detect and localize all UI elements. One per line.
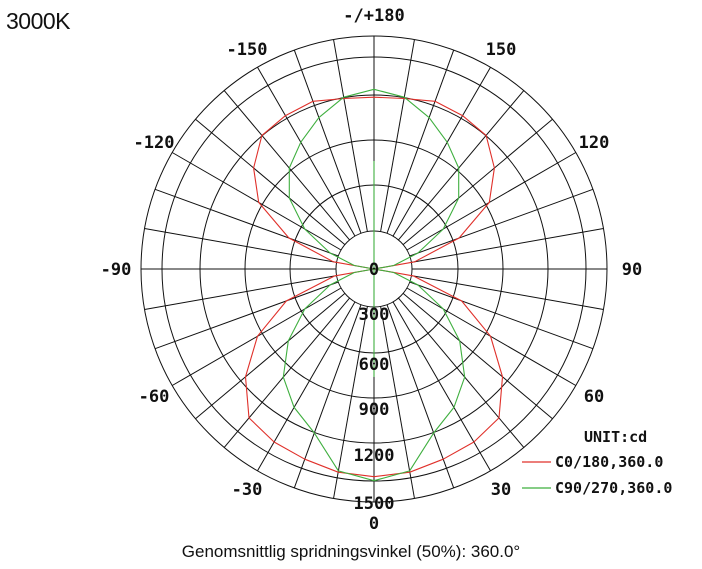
grid-spoke	[154, 188, 339, 257]
grid-spoke	[333, 306, 368, 499]
grid-spoke	[144, 228, 337, 263]
grid-spoke	[406, 152, 577, 251]
beam-angle-caption: Genomsnittlig spridningsvinkel (50%): 36…	[181, 542, 521, 561]
angle-label-neg120: -120	[134, 133, 175, 153]
angle-label-60: 60	[584, 387, 604, 407]
grid-spoke	[392, 301, 491, 472]
series-curve-c0-180	[244, 96, 504, 478]
grid-spoke	[406, 287, 577, 386]
grid-spoke	[398, 90, 525, 241]
grid-spoke	[223, 297, 350, 448]
grid-spoke	[398, 297, 525, 448]
grid-spoke	[409, 281, 594, 350]
grid-spoke	[195, 118, 346, 245]
legend: UNIT:cd C0/180,360.0 C90/270,360.0	[522, 428, 672, 497]
angle-label-30: 30	[491, 480, 511, 500]
grid-spoke	[333, 39, 368, 232]
axis-labels: -/+180-150 150-120 120-90 90-60 60-30 3000300…	[101, 6, 643, 534]
grid-spoke	[257, 301, 356, 472]
grid-spoke	[380, 39, 415, 232]
unit-label: UNIT:cd	[584, 428, 647, 446]
radial-tick-label: 1500	[354, 494, 395, 514]
grid-spoke	[293, 304, 362, 489]
light-distribution-curves	[244, 88, 504, 482]
angle-label-neg60: -60	[139, 387, 170, 407]
angle-label-neg30: -30	[232, 480, 263, 500]
grid-spoke	[293, 49, 362, 234]
legend-label: C0/180,360.0	[555, 453, 663, 471]
grid-spoke	[195, 293, 346, 420]
grid-spoke	[171, 287, 342, 386]
chart-title: 3000K	[6, 8, 71, 34]
grid-spoke	[386, 49, 455, 234]
grid-spoke	[223, 90, 350, 241]
angle-label-0: 0	[369, 514, 379, 534]
angle-label-90: 90	[622, 260, 642, 280]
grid-spoke	[409, 188, 594, 257]
angle-label-150: 150	[486, 40, 517, 60]
grid-spoke	[411, 228, 604, 263]
angle-label-180: -/+180	[343, 6, 404, 26]
radial-tick-label: 1200	[354, 446, 395, 466]
grid-spoke	[402, 118, 553, 245]
radial-tick-label: 600	[359, 355, 390, 375]
grid-spoke	[144, 275, 337, 310]
legend-label: C90/270,360.0	[555, 479, 672, 497]
radial-tick-label: 0	[369, 260, 379, 280]
series-curve-c90-270	[282, 88, 466, 482]
angle-label-neg150: -150	[227, 40, 268, 60]
radial-tick-label: 900	[359, 400, 390, 420]
angle-label-neg90: -90	[101, 260, 132, 280]
grid-spoke	[392, 66, 491, 237]
grid-spoke	[386, 304, 455, 489]
grid-spoke	[154, 281, 339, 350]
grid-spoke	[411, 275, 604, 310]
grid-spoke	[402, 293, 553, 420]
grid-spoke	[171, 152, 342, 251]
radial-tick-label: 300	[359, 305, 390, 325]
angle-label-120: 120	[579, 133, 610, 153]
grid-spoke	[257, 66, 356, 237]
grid-spoke	[380, 306, 415, 499]
